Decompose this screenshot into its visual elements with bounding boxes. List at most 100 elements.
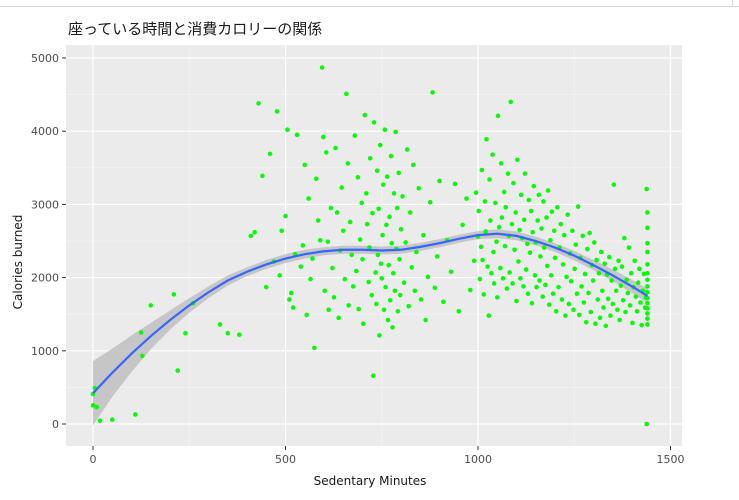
data-point <box>377 142 383 148</box>
data-point <box>609 278 614 283</box>
data-point <box>476 208 482 214</box>
data-point <box>630 320 635 326</box>
data-point <box>398 226 404 232</box>
data-point <box>512 247 517 253</box>
x-tick-label: 0 <box>90 453 97 466</box>
data-point <box>530 229 535 235</box>
data-point <box>579 284 584 289</box>
data-point <box>548 237 553 243</box>
data-point <box>565 212 571 217</box>
data-point <box>594 257 599 263</box>
data-point <box>319 65 325 70</box>
data-point <box>473 190 479 195</box>
data-point <box>498 161 504 166</box>
data-point <box>576 312 582 318</box>
data-point <box>409 265 415 270</box>
data-point <box>598 249 604 255</box>
data-point <box>561 232 567 238</box>
y-tick-label: 1000 <box>31 345 59 358</box>
data-point <box>407 210 413 215</box>
data-point <box>370 210 375 216</box>
data-point <box>586 290 591 296</box>
data-point <box>645 306 650 311</box>
data-point <box>285 127 290 133</box>
data-point <box>597 315 603 321</box>
x-tick-label: 1500 <box>657 453 685 466</box>
data-point <box>574 291 580 297</box>
data-point <box>342 276 348 282</box>
data-point <box>545 188 551 193</box>
data-point <box>344 91 349 97</box>
data-point <box>374 301 379 307</box>
data-point <box>360 321 366 327</box>
data-point <box>568 278 574 284</box>
data-point <box>582 271 588 277</box>
data-point <box>514 298 519 304</box>
data-point <box>460 222 465 228</box>
data-point <box>277 273 283 278</box>
data-point <box>645 300 650 306</box>
data-point <box>364 191 369 196</box>
data-point <box>559 297 565 302</box>
data-point <box>634 308 640 314</box>
data-point <box>352 133 358 138</box>
data-point <box>500 276 506 281</box>
data-point <box>585 246 590 252</box>
data-point <box>350 284 356 289</box>
data-point <box>456 308 462 314</box>
y-tick-label: 2000 <box>31 272 59 285</box>
data-point <box>522 171 528 176</box>
data-point <box>513 210 519 215</box>
data-point <box>148 303 154 308</box>
data-point <box>481 292 487 297</box>
data-point <box>610 301 616 307</box>
data-point <box>540 294 545 299</box>
data-point <box>294 132 300 138</box>
data-point <box>392 288 398 294</box>
window-top-border <box>0 0 739 7</box>
data-point <box>385 317 391 323</box>
data-point <box>605 296 611 302</box>
data-point <box>346 303 351 308</box>
data-point <box>340 228 346 234</box>
data-point <box>171 292 177 297</box>
data-point <box>380 232 385 238</box>
data-point <box>590 278 596 283</box>
data-point <box>510 281 515 286</box>
data-point <box>539 226 544 231</box>
data-point <box>483 229 489 234</box>
data-point <box>377 333 382 338</box>
data-point <box>302 162 308 168</box>
data-point <box>625 290 631 296</box>
data-point <box>516 259 521 264</box>
data-point <box>360 257 365 262</box>
data-point <box>306 196 311 201</box>
data-point <box>532 273 538 278</box>
data-point <box>527 250 533 256</box>
data-point <box>541 245 547 250</box>
data-point <box>383 284 388 290</box>
data-point <box>326 307 331 313</box>
data-point <box>623 309 628 315</box>
data-point <box>314 176 319 182</box>
data-point <box>378 261 384 266</box>
data-point <box>587 230 592 236</box>
data-point <box>357 237 363 242</box>
data-point <box>320 134 326 140</box>
data-point <box>536 192 542 198</box>
data-point <box>256 101 261 106</box>
data-point <box>183 330 188 336</box>
data-point <box>434 254 440 259</box>
data-point <box>495 113 501 119</box>
data-point <box>645 262 650 267</box>
data-point <box>356 306 361 312</box>
data-point <box>529 300 535 306</box>
data-point <box>468 287 473 293</box>
data-point <box>482 199 488 204</box>
data-point <box>371 120 377 125</box>
data-point <box>397 292 403 298</box>
data-point <box>602 261 607 266</box>
data-point <box>645 240 650 246</box>
data-point <box>645 295 650 301</box>
data-point <box>225 330 231 336</box>
